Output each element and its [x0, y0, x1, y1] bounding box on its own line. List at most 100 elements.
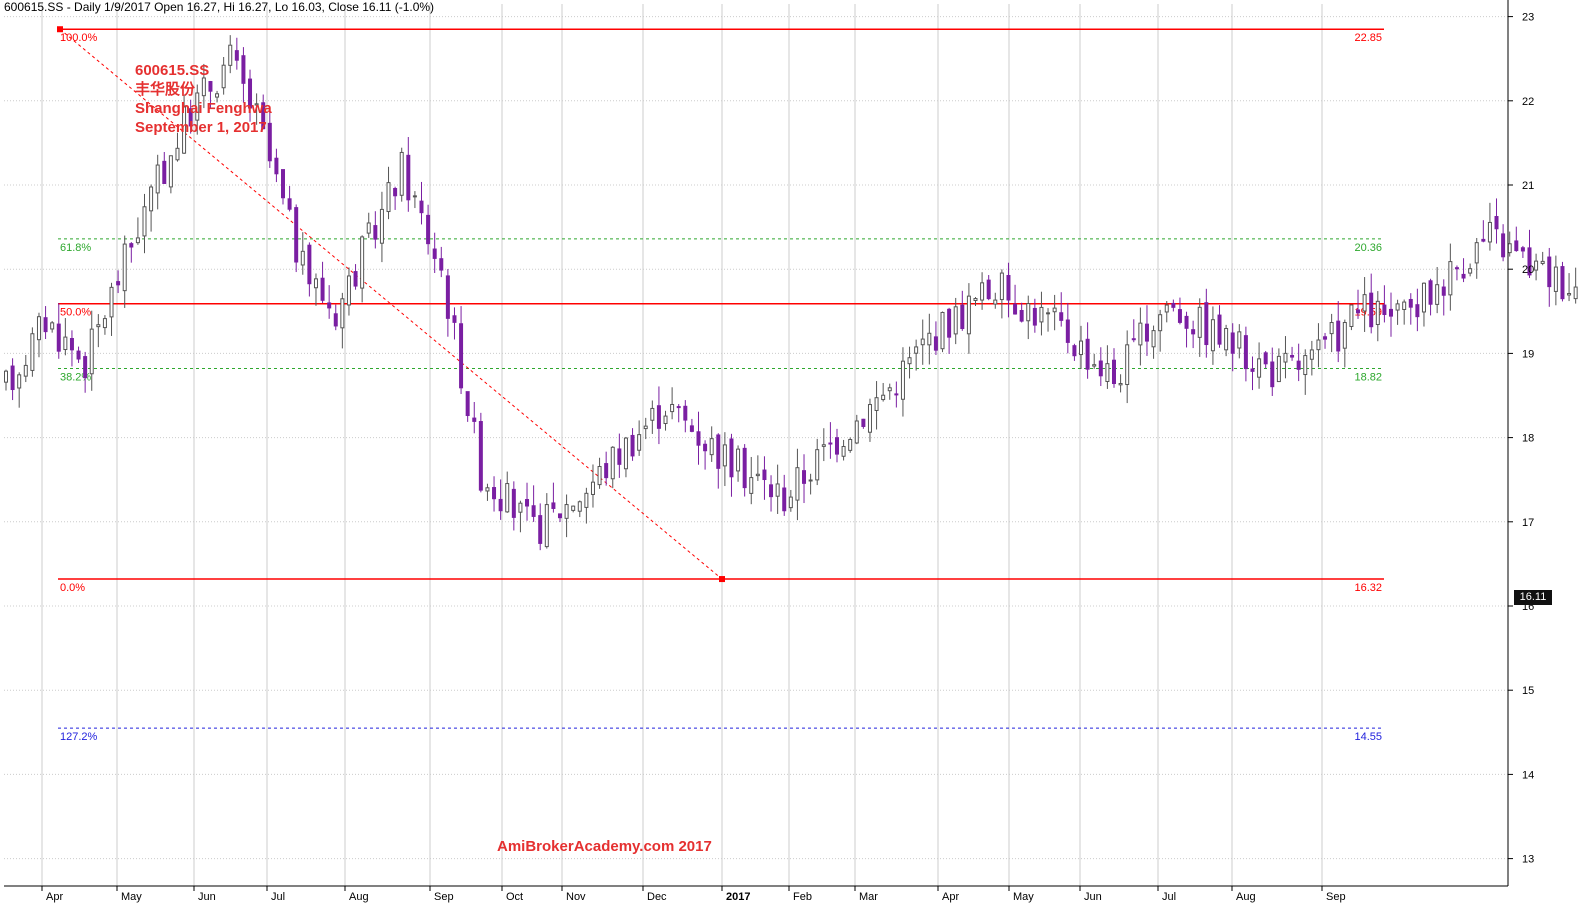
candle-body	[1224, 328, 1229, 351]
candle-body	[953, 306, 958, 335]
candle-body	[346, 275, 351, 306]
candle-body	[848, 439, 853, 451]
candle-body	[623, 437, 628, 470]
candle-body	[1046, 312, 1051, 315]
candle-body	[221, 64, 226, 89]
candle-body	[518, 502, 523, 513]
candle-body	[1441, 286, 1446, 296]
candle-body	[670, 403, 675, 413]
candle-body	[406, 154, 411, 201]
candle-body	[386, 182, 391, 213]
candle-body	[696, 431, 701, 446]
candle-body	[1230, 332, 1235, 354]
candle-body	[135, 237, 140, 244]
candle-body	[1237, 331, 1242, 349]
candle-body	[155, 164, 160, 194]
candle-body	[1131, 338, 1136, 341]
candle-body	[465, 391, 470, 417]
candle-body	[195, 92, 200, 121]
candle-body	[327, 302, 332, 309]
candle-body	[590, 481, 595, 495]
candle-body	[617, 448, 622, 465]
candle-body	[1263, 352, 1268, 365]
candle-body	[1356, 309, 1361, 314]
candle-body	[1514, 240, 1519, 252]
candle-body	[788, 496, 793, 509]
candle-body	[867, 404, 872, 433]
candle-body	[1085, 338, 1090, 370]
candle-body	[201, 77, 206, 97]
month-label: May	[121, 891, 142, 903]
candle-body	[96, 324, 101, 328]
candle-body	[1560, 266, 1565, 300]
candle-body	[815, 449, 820, 481]
candle-body	[399, 151, 404, 196]
axes: Apr May Jun Jul Aug Sep Oct Nov Dec 2017 Feb Mar Apr…	[4, 0, 1534, 903]
candle-body	[36, 316, 41, 341]
candle-body	[373, 225, 378, 240]
candle-body	[683, 405, 688, 421]
candle-body	[1177, 309, 1182, 323]
candle-body	[775, 483, 780, 497]
candle-body	[459, 323, 464, 389]
candle-body	[762, 469, 767, 481]
candle-body	[1296, 360, 1301, 370]
candle-body	[287, 198, 292, 210]
candle-body	[76, 350, 81, 360]
candle-body	[887, 387, 892, 392]
candle-body	[1158, 314, 1163, 332]
candle-body	[426, 214, 431, 245]
candle-body	[1105, 363, 1110, 382]
month-label: Jun	[1084, 891, 1102, 903]
candle-body	[808, 479, 813, 482]
candle-body	[933, 336, 938, 351]
candle-body	[663, 415, 668, 425]
candle-body	[1487, 221, 1492, 243]
candle-body	[1184, 315, 1189, 329]
month-label: Sep	[434, 891, 454, 903]
candle-body	[1026, 303, 1031, 322]
candle-body	[894, 393, 899, 396]
candle-body	[630, 434, 635, 457]
fib-level-value: 19.59	[1354, 307, 1382, 319]
candle-body	[241, 55, 246, 84]
candle-body	[742, 447, 747, 489]
candle-body	[1013, 303, 1018, 315]
candle-body	[1474, 242, 1479, 264]
candle-body	[538, 515, 543, 544]
candle-body	[162, 160, 167, 184]
candle-body	[927, 332, 932, 346]
candle-body	[1309, 349, 1314, 360]
candle-body	[1270, 361, 1275, 388]
candle-body	[412, 195, 417, 198]
trend-line-end-marker	[719, 576, 725, 583]
candle-body	[1257, 358, 1262, 378]
candle-body	[274, 157, 279, 175]
month-label: Apr	[46, 891, 63, 903]
candle-body	[834, 437, 839, 455]
candle-body	[43, 317, 48, 333]
candle-body	[109, 286, 114, 318]
candle-body	[267, 122, 272, 162]
candle-body	[1276, 355, 1281, 383]
candle-body	[703, 443, 708, 452]
candle-body	[874, 397, 879, 411]
fib-level-percent: 61.8%	[60, 242, 91, 254]
month-label: Jun	[198, 891, 216, 903]
candle-body	[940, 311, 945, 350]
candle-body	[1547, 256, 1552, 288]
candle-body	[63, 336, 68, 351]
month-label: Sep	[1326, 891, 1346, 903]
candle-body	[1217, 314, 1222, 345]
candle-body	[129, 243, 134, 248]
fib-level-percent: 127.2%	[60, 731, 98, 743]
candle-body	[564, 504, 569, 519]
price-tick-label: 23	[1522, 12, 1534, 24]
fib-level-value: 20.36	[1354, 242, 1382, 254]
candle-body	[366, 222, 371, 234]
candle-body	[1342, 322, 1347, 349]
candle-body	[17, 374, 22, 389]
month-label: Aug	[1236, 891, 1256, 903]
candle-body	[1369, 292, 1374, 328]
